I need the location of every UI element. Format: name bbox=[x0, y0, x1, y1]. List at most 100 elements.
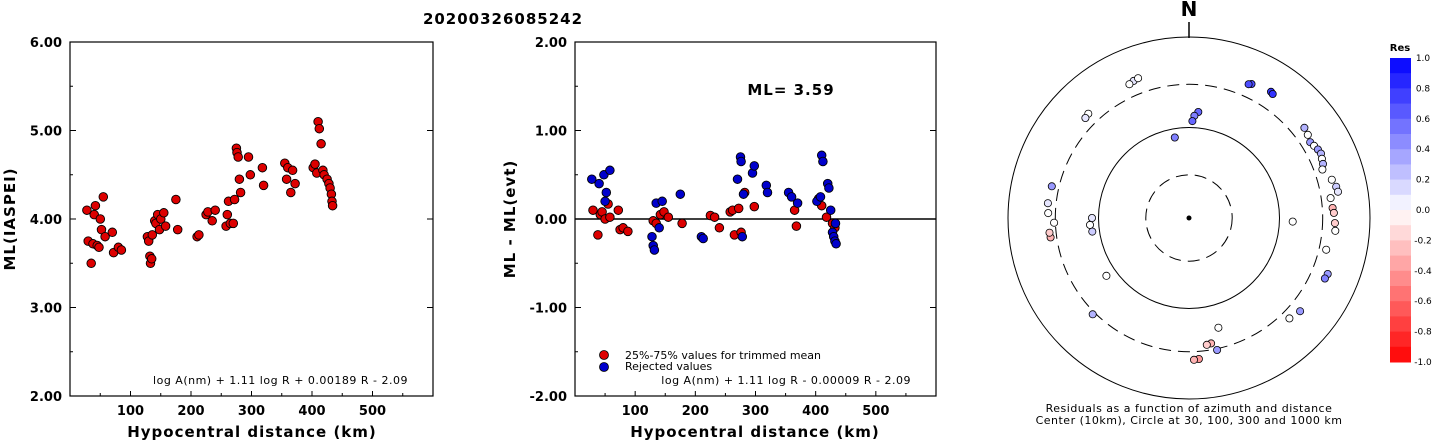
plot1-point-accepted bbox=[316, 139, 326, 149]
plot2-xtick-label: 100 bbox=[622, 404, 649, 419]
polar-station-point bbox=[1331, 226, 1340, 235]
plot1-point-accepted bbox=[327, 200, 338, 211]
polar-station-point bbox=[1202, 340, 1211, 349]
plot1-point-accepted bbox=[286, 187, 296, 198]
legend-accepted-marker bbox=[599, 350, 609, 360]
plot1-point-accepted bbox=[290, 178, 300, 189]
plot2-point-rejected bbox=[647, 231, 657, 242]
polar-station-point bbox=[1300, 123, 1309, 132]
colorbar-tick-label: -0.6 bbox=[1414, 297, 1432, 307]
plot2-xtick-label: 300 bbox=[742, 404, 769, 419]
polar-station-point bbox=[1088, 227, 1097, 236]
plot2-xtick-label: 400 bbox=[802, 404, 829, 419]
plot2-ytick-label: 1.00 bbox=[535, 125, 567, 140]
plot1-point-accepted bbox=[98, 192, 109, 202]
plot2-point-rejected bbox=[657, 196, 667, 207]
epicenter-marker bbox=[1186, 215, 1192, 221]
plot2-point-accepted bbox=[733, 203, 744, 214]
plot1-point-accepted bbox=[95, 214, 106, 224]
plot1-point-accepted bbox=[100, 231, 110, 242]
plot2-point-rejected bbox=[792, 198, 803, 208]
plot2-ytick-label: -2.00 bbox=[530, 390, 567, 405]
polar-residual-plot: N Residuals as a function of azimuth and… bbox=[1007, 0, 1371, 427]
plot2-point-rejected bbox=[762, 187, 773, 198]
plot1-xtick-label: 400 bbox=[298, 404, 325, 419]
plot2-point-rejected bbox=[818, 156, 828, 167]
plot2-ml-annotation: ML= 3.59 bbox=[747, 81, 834, 99]
polar-station-point bbox=[1188, 117, 1197, 126]
plot2-point-accepted bbox=[677, 218, 687, 229]
plot1-point-accepted bbox=[94, 242, 104, 253]
plot2-axes: 100 200 300 400 500 -2.00 -1.00 0.00 1.00 2.00 bbox=[530, 36, 936, 419]
colorbar-tick-label: -0.4 bbox=[1414, 267, 1432, 277]
plot1-point-accepted bbox=[229, 194, 240, 205]
polar-station-point bbox=[1134, 74, 1143, 83]
plot2-point-rejected bbox=[732, 174, 743, 184]
colorbar-swatch bbox=[1390, 164, 1411, 181]
plot2-point-rejected bbox=[738, 189, 749, 199]
plot2-point-accepted bbox=[593, 230, 603, 240]
legend-accepted-label: 25%-75% values for trimmed mean bbox=[625, 349, 821, 362]
colorbar-tick-label: 0.0 bbox=[1416, 206, 1431, 216]
plot2-point-rejected bbox=[830, 218, 841, 229]
polar-station-point bbox=[1170, 133, 1179, 142]
polar-ring-1000km bbox=[1007, 36, 1371, 400]
plot1-point-accepted bbox=[228, 218, 239, 229]
plot1-point-accepted bbox=[194, 230, 204, 240]
polar-station-point bbox=[1322, 245, 1331, 254]
plot1-xtick-label: 300 bbox=[238, 404, 265, 419]
colorbar-tick-label: 1.0 bbox=[1416, 54, 1431, 64]
polar-station-point bbox=[1320, 274, 1329, 283]
polar-ring-100km bbox=[1098, 127, 1280, 309]
colorbar-swatch bbox=[1390, 316, 1411, 333]
plot1-frame bbox=[69, 41, 434, 397]
polar-station-point bbox=[1050, 218, 1059, 227]
plot2-point-rejected bbox=[601, 187, 612, 198]
plot1-point-accepted bbox=[210, 205, 220, 215]
residual-colorbar: Res 1.0 0.8 0.6 0.4 0.2 0.0 -0.2 -0.4 -0.6 -0.8 -1… bbox=[1390, 43, 1432, 368]
colorbar-tick-label: 0.2 bbox=[1416, 176, 1430, 186]
plot1-xlabel: Hypocentral distance (km) bbox=[127, 423, 377, 441]
plot1-point-accepted bbox=[207, 216, 217, 226]
polar-station-point bbox=[1318, 165, 1327, 174]
colorbar-swatch bbox=[1390, 286, 1411, 302]
plot2-point-accepted bbox=[714, 223, 725, 233]
polar-station-point bbox=[1334, 187, 1343, 196]
plot2-point-rejected bbox=[824, 183, 834, 193]
plot2-point-rejected bbox=[649, 245, 660, 255]
colorbar-swatch bbox=[1390, 240, 1411, 257]
colorbar-title: Res bbox=[1390, 43, 1410, 54]
plot1-ylabel: ML(IASPEI) bbox=[1, 167, 19, 270]
plot2-point-rejected bbox=[786, 192, 797, 202]
polar-station-point bbox=[1214, 323, 1223, 332]
colorbar-ticks: 1.0 0.8 0.6 0.4 0.2 0.0 -0.2 -0.4 -0.6 -0.8 -1.0 bbox=[1414, 54, 1432, 368]
polar-station-point bbox=[1086, 220, 1095, 229]
polar-station-point bbox=[1213, 345, 1222, 354]
plot2-point-accepted bbox=[605, 212, 615, 222]
plot2-point-rejected bbox=[675, 189, 686, 199]
plot2-xtick-label: 500 bbox=[862, 404, 889, 419]
plot2-xlabel: Hypocentral distance (km) bbox=[630, 423, 880, 441]
plot1-point-accepted bbox=[222, 209, 233, 220]
plot1-point-accepted bbox=[245, 170, 256, 180]
plot2-point-accepted bbox=[613, 205, 624, 215]
plot1-ytick-label: 5.00 bbox=[30, 125, 62, 140]
colorbar-tick-label: -0.2 bbox=[1414, 236, 1432, 246]
colorbar-swatches bbox=[1390, 58, 1411, 363]
plot2-point-rejected bbox=[654, 223, 664, 233]
polar-station-point bbox=[1303, 130, 1312, 139]
colorbar-swatch bbox=[1390, 134, 1411, 150]
plot2-ylabel: ML - ML(evt) bbox=[501, 160, 519, 278]
colorbar-tick-label: -0.8 bbox=[1414, 328, 1432, 338]
plot1-point-accepted bbox=[86, 258, 96, 269]
legend-rejected-label: Rejected values bbox=[625, 360, 712, 373]
plot2-point-rejected bbox=[605, 165, 615, 176]
plot2-point-rejected bbox=[736, 156, 746, 167]
polar-ring-30km bbox=[1145, 174, 1233, 262]
plot2-point-rejected bbox=[831, 239, 841, 249]
colorbar-swatch bbox=[1390, 149, 1411, 165]
plot1-point-accepted bbox=[234, 174, 245, 184]
colorbar-swatch bbox=[1390, 88, 1411, 105]
